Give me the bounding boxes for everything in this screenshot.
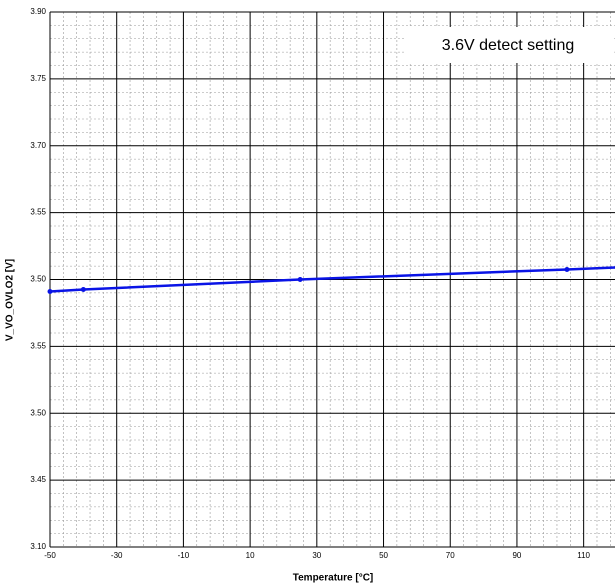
point [80, 287, 86, 293]
y-tick-label: 3.90 [30, 7, 46, 16]
y-tick-label: 3.55 [30, 208, 46, 217]
x-tick-label: 110 [577, 551, 590, 560]
x-tick-label: -50 [44, 551, 56, 560]
y-tick-label: 3.10 [30, 542, 46, 551]
y-tick-label: 3.70 [30, 141, 46, 150]
point [564, 266, 570, 272]
y-axis-label: V_VO_OVLO2 [V] [5, 259, 16, 341]
point [297, 277, 303, 282]
y-tick-label: 3.50 [30, 275, 46, 284]
x-tick-label: 70 [446, 551, 455, 560]
x-axis-label: Temperature [°C] [293, 573, 374, 584]
x-tick-label: 10 [246, 551, 255, 560]
annotation-box [405, 27, 612, 63]
y-tick-label: 3.55 [30, 341, 46, 350]
x-tick-label: 50 [379, 551, 388, 560]
annotation: 3.6V detect setting [442, 37, 575, 54]
x-tick-label: 90 [512, 551, 521, 560]
x-tick-label: -10 [178, 551, 190, 560]
y-tick-label: 3.75 [30, 74, 46, 83]
x-tick-label: 30 [312, 551, 321, 560]
point [47, 289, 53, 295]
y-tick-label: 3.50 [30, 408, 46, 417]
x-tick-label: -30 [111, 551, 123, 560]
y-tick-label: 3.45 [30, 475, 46, 484]
